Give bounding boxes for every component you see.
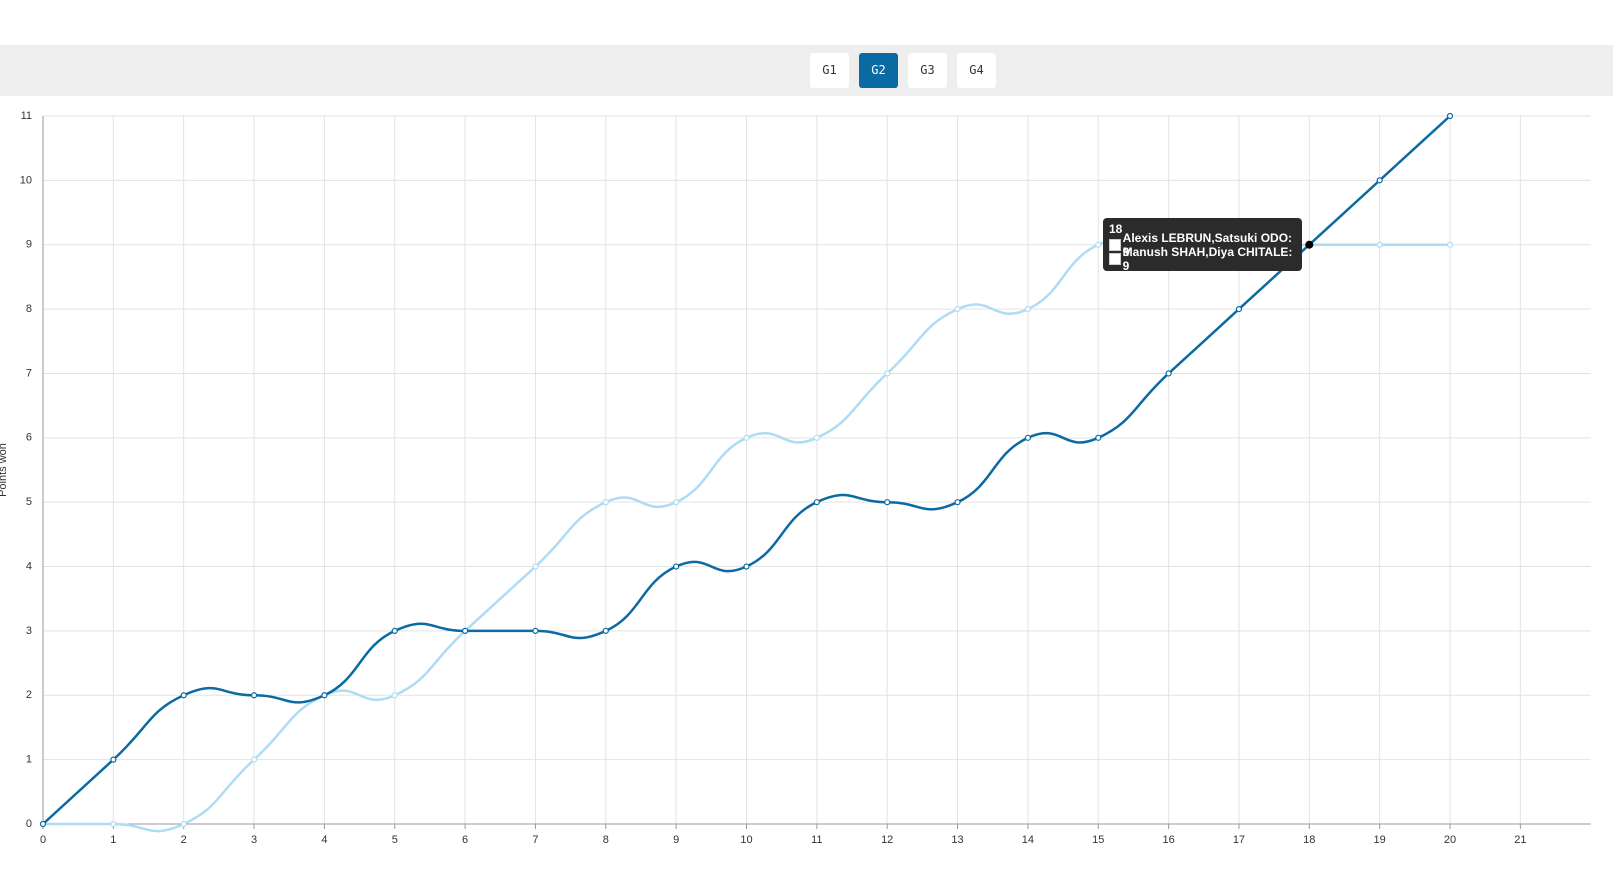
data-point [180,820,187,828]
y-tick-label: 4 [26,560,32,572]
y-tick-label: 11 [21,110,32,122]
y-tick-label: 10 [20,174,32,186]
x-tick-label: 14 [1022,834,1034,846]
x-tick-label: 21 [1514,834,1526,846]
x-tick-label: 0 [40,834,46,846]
data-point [1446,241,1454,248]
x-tick-label: 8 [603,834,609,846]
x-tick-label: 13 [951,834,963,846]
data-point [250,692,258,699]
tooltip: 18 Alexis LEBRUN,Satsuki ODO: 9 Manush S… [1103,218,1302,273]
y-tick-label: 0 [26,818,32,830]
y-axis-label: Points won [0,443,9,497]
tab-button[interactable]: G3 [908,53,947,88]
data-point [1165,370,1172,377]
x-tick-label: 5 [392,834,398,846]
tooltip-row: Manush SHAH,Diya CHITALE: 9 [1109,245,1296,273]
x-tick-label: 7 [532,834,538,846]
data-point [884,370,891,377]
y-tick-label: 9 [26,239,32,251]
data-point [813,434,820,441]
tab-button[interactable]: G2 [859,53,898,88]
x-tick-label: 10 [740,834,752,846]
data-point [1235,305,1243,313]
data-point [813,499,820,506]
data-point [1376,177,1383,184]
data-point [954,499,961,506]
x-tick-label: 19 [1374,834,1386,846]
data-point [1095,241,1102,248]
y-tick-label: 1 [26,754,32,766]
y-tick-label: 5 [26,496,32,508]
tab-button[interactable]: G4 [957,53,996,88]
tooltip-item: Alexis LEBRUN,Satsuki ODO: 9 [1122,231,1293,259]
data-point [39,820,47,828]
data-point [391,627,398,635]
data-point [391,692,398,699]
data-point [743,434,750,441]
data-point [110,820,117,828]
x-tick-label: 1 [110,834,116,846]
x-tick-label: 12 [881,834,893,846]
data-point [673,563,680,570]
tab-button[interactable]: G1 [810,53,849,88]
y-tick-label: 6 [26,432,32,444]
x-tick-label: 9 [673,834,679,846]
y-tick-label: 3 [26,625,32,637]
data-point [1376,241,1383,248]
data-point [1446,112,1454,120]
data-point [532,563,539,570]
data-point [673,499,680,506]
data-point [1095,434,1102,441]
data-point [321,692,328,699]
data-point [954,305,961,313]
y-tick-label: 8 [26,303,32,315]
tooltip-title: 18 [1109,222,1123,236]
data-point [602,499,609,506]
y-tick-label: 2 [26,689,32,701]
x-tick-label: 20 [1444,834,1456,846]
data-point [250,756,258,763]
data-point [743,563,750,570]
x-tick-label: 18 [1303,834,1315,846]
data-point [602,627,609,635]
x-tick-label: 16 [1162,834,1174,846]
swatch [1109,253,1121,265]
x-tick-label: 11 [811,834,822,846]
data-point [1024,305,1032,313]
hover-point [1305,240,1314,249]
x-tick-label: 6 [462,834,468,846]
data-point [532,627,539,635]
x-tick-label: 3 [251,834,257,846]
y-tick-label: 7 [26,367,32,379]
swatch [1109,239,1121,251]
x-tick-label: 2 [181,834,187,846]
tab-bar: G1 G2 G3 G4 [0,45,1613,96]
data-point [462,627,469,635]
x-tick-label: 15 [1092,834,1104,846]
data-point [110,756,117,763]
x-tick-label: 17 [1233,834,1245,846]
data-point [1024,434,1032,441]
data-point [180,692,187,699]
x-tick-label: 4 [321,834,327,846]
tooltip-row: Alexis LEBRUN,Satsuki ODO: 9 [1109,231,1296,259]
data-point [884,499,891,506]
tooltip-item: Manush SHAH,Diya CHITALE: 9 [1122,245,1293,273]
